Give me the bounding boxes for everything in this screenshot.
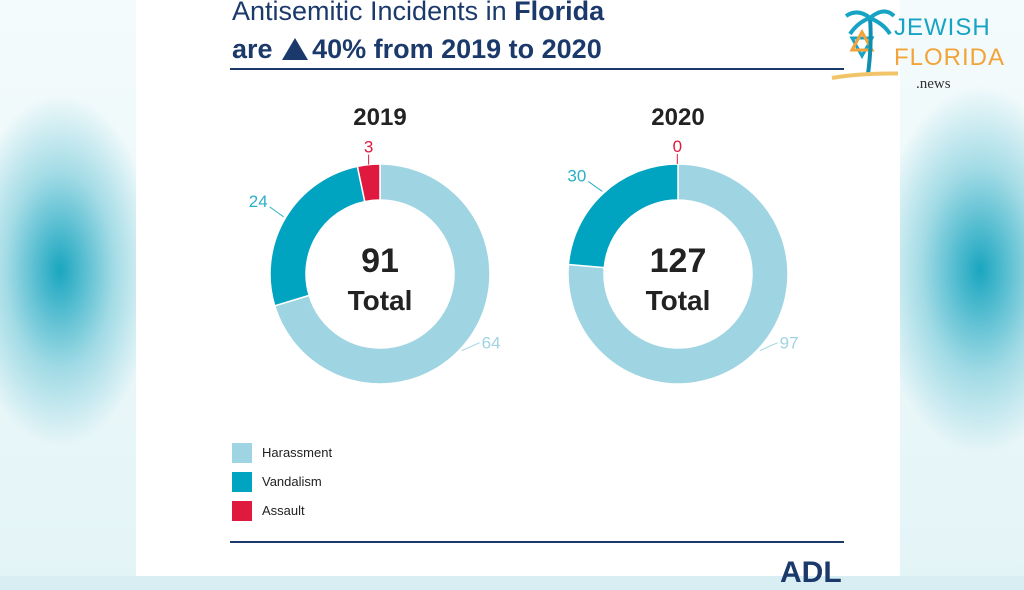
legend-swatch-vandalism: [232, 471, 252, 492]
leader-line-vandalism: [588, 181, 603, 192]
slice-harassment: [273, 163, 491, 385]
data-label-harassment: 97: [780, 334, 799, 353]
data-label-assault: 0: [673, 137, 682, 156]
legend-label-assault: Assault: [262, 503, 305, 518]
year-2019-title: 2019: [353, 104, 407, 131]
data-label-assault: 3: [364, 138, 373, 157]
legend-swatch-assault: [232, 500, 252, 521]
leader-line-vandalism: [269, 206, 284, 218]
donut-chart-2019: 64 24 3 91 Total: [249, 138, 501, 385]
donut-chart-2020: 97 30 0 127 Total: [567, 137, 799, 385]
year-2020-title: 2020: [651, 104, 705, 131]
title-change: 40% from 2019 to 2020: [312, 34, 602, 64]
legend-label-harassment: Harassment: [262, 445, 333, 460]
legend: Harassment Vandalism Assault: [232, 438, 332, 525]
footer-divider: [230, 541, 844, 543]
adl-logo: ADL: [780, 556, 842, 589]
legend-label-vandalism: Vandalism: [262, 474, 322, 489]
palm-star-icon: [831, 9, 1007, 82]
up-triangle-icon: [282, 38, 309, 60]
logo-word-florida: FLORIDA: [894, 44, 1006, 71]
center-total-value: 91: [361, 242, 399, 280]
title-divider: [230, 68, 844, 70]
slice-assault: [356, 163, 381, 203]
legend-swatch-harassment: [232, 442, 252, 463]
title-line1: Antisemitic Incidents in: [232, 0, 515, 26]
center-total-label: Total: [646, 285, 711, 316]
data-label-vandalism: 30: [567, 166, 586, 185]
slice-vandalism: [567, 163, 679, 269]
legend-item-assault: Assault: [232, 496, 332, 525]
center-total-label: Total: [348, 285, 413, 316]
title-state: Florida: [514, 0, 605, 26]
legend-item-harassment: Harassment: [232, 438, 332, 467]
title-line2: are: [232, 34, 273, 64]
slice-harassment: [567, 163, 789, 385]
data-label-vandalism: 24: [249, 192, 268, 211]
center-total-value: 127: [650, 242, 707, 280]
logo-word-news: .news: [916, 76, 951, 92]
leader-line-harassment: [461, 342, 480, 352]
leader-line-harassment: [759, 342, 778, 352]
data-label-harassment: 64: [482, 334, 501, 353]
jewish-florida-news-logo[interactable]: JEWISH FLORIDA .news: [828, 4, 1008, 92]
logo-word-jewish: JEWISH: [894, 14, 991, 41]
legend-item-vandalism: Vandalism: [232, 467, 332, 496]
chart-title: Antisemitic Incidents in Florida are 40%…: [232, 0, 852, 68]
